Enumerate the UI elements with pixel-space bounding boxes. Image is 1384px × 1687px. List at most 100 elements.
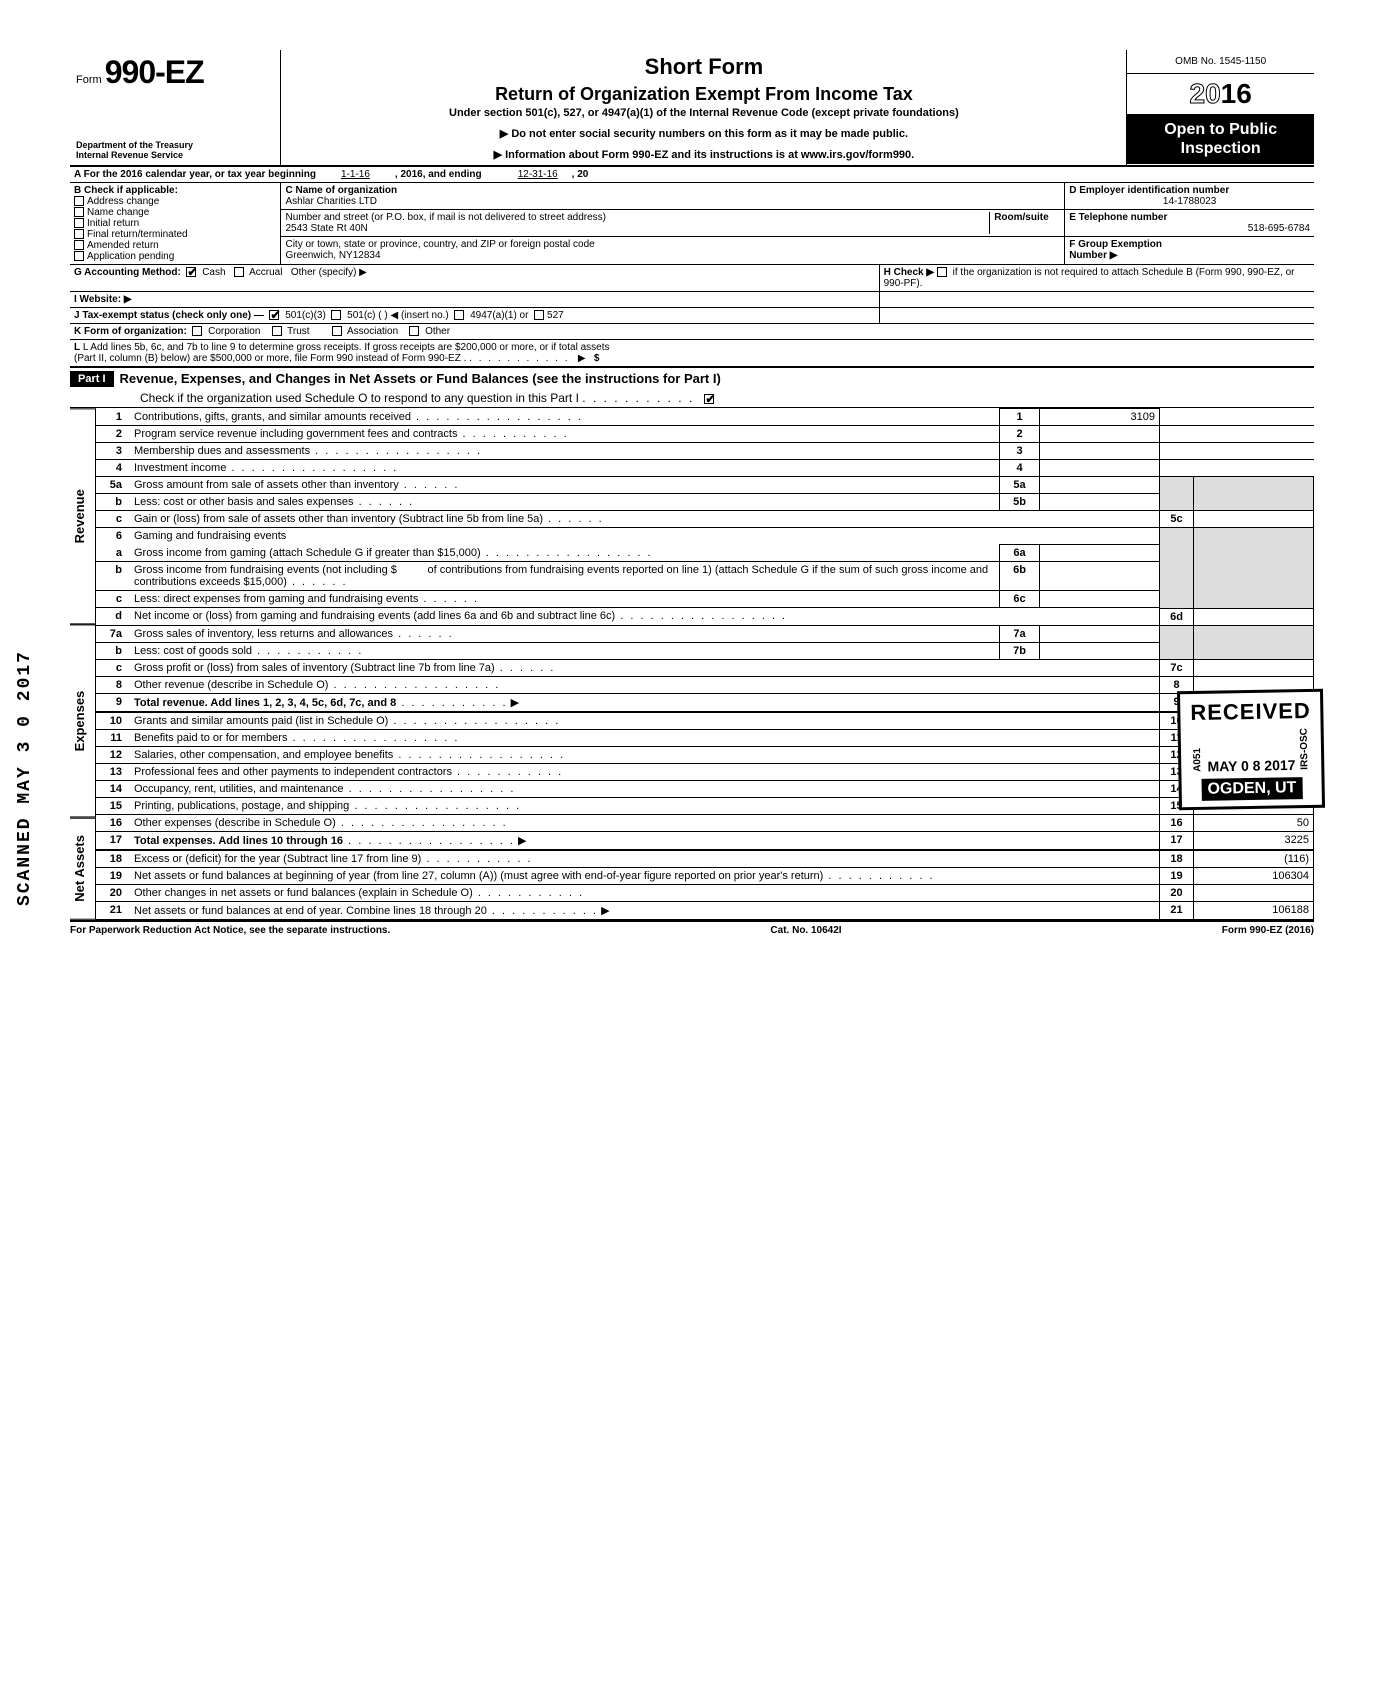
line-4: 4Investment income4 [96, 460, 1314, 477]
chk-501c[interactable] [331, 310, 341, 320]
chk-final[interactable]: Final return/terminated [74, 229, 276, 240]
row-a-tail: , 20 [572, 169, 589, 180]
line-18: 18Excess or (deficit) for the year (Subt… [96, 850, 1314, 868]
row-a-end: 12-31-16 [518, 169, 558, 180]
d-label: D Employer identification number [1069, 185, 1310, 196]
l-text2: (Part II, column (B) below) are $500,000… [74, 353, 466, 364]
line-8: 8Other revenue (describe in Schedule O)8 [96, 676, 1314, 693]
dept-irs: Internal Revenue Service [76, 151, 274, 161]
row-a-label: A For the 2016 calendar year, or tax yea… [74, 169, 316, 180]
lines-grid: Revenue Expenses Net Assets 1Contributio… [70, 408, 1314, 920]
form-prefix: Form [76, 74, 102, 86]
form-header: Form 990-EZ Department of the Treasury I… [70, 50, 1314, 167]
warn-line: ▶ Do not enter social security numbers o… [289, 127, 1118, 140]
row-j: J Tax-exempt status (check only one) — 5… [70, 308, 1314, 324]
line-11: 11Benefits paid to or for members11 [96, 729, 1314, 746]
open-public-badge: Open to Public Inspection [1127, 114, 1314, 164]
line-15: 15Printing, publications, postage, and s… [96, 797, 1314, 814]
row-a: A For the 2016 calendar year, or tax yea… [70, 167, 1314, 183]
chk-cash[interactable] [186, 267, 196, 277]
f-label2: Number ▶ [1069, 250, 1117, 261]
line-5c: cGain or (loss) from sale of assets othe… [96, 511, 1314, 528]
street-value: 2543 State Rt 40N [285, 223, 985, 234]
chk-pending[interactable]: Application pending [74, 251, 276, 262]
line-20: 20Other changes in net assets or fund ba… [96, 884, 1314, 901]
year-bold: 16 [1221, 78, 1252, 109]
chk-accrual[interactable] [234, 267, 244, 277]
city-value: Greenwich, NY12834 [285, 250, 1060, 261]
footer-center: Cat. No. 10642I [770, 925, 841, 936]
chk-name[interactable]: Name change [74, 207, 276, 218]
line-10: 10Grants and similar amounts paid (list … [96, 712, 1314, 730]
chk-4947[interactable] [454, 310, 464, 320]
header-left: Form 990-EZ Department of the Treasury I… [70, 50, 281, 165]
k-label: K Form of organization: [74, 326, 187, 337]
part1-header: Part I Revenue, Expenses, and Changes in… [70, 368, 1314, 408]
line-6: 6Gaming and fundraising events [96, 528, 1314, 545]
header-center: Short Form Return of Organization Exempt… [281, 50, 1127, 165]
line-6c: cLess: direct expenses from gaming and f… [96, 591, 1314, 608]
street-label: Number and street (or P.O. box, if mail … [285, 212, 985, 223]
e-label: E Telephone number [1069, 212, 1310, 223]
line-2: 2Program service revenue including gover… [96, 426, 1314, 443]
lines-table: 1Contributions, gifts, grants, and simil… [96, 408, 1314, 920]
year-outline: 20 [1190, 78, 1221, 110]
f-label: F Group Exemption [1069, 239, 1162, 250]
ein: 14-1788023 [1069, 196, 1310, 207]
title-main: Return of Organization Exempt From Incom… [289, 84, 1118, 105]
part1-check-line: Check if the organization used Schedule … [140, 391, 579, 405]
line-21: 21Net assets or fund balances at end of … [96, 901, 1314, 919]
stamp-date: MAY 0 8 2017 [1207, 757, 1295, 775]
chk-schedule-o[interactable] [704, 394, 714, 404]
col-c: C Name of organization Ashlar Charities … [281, 183, 1065, 264]
part1-label: Part I [70, 371, 114, 387]
chk-501c3[interactable] [269, 310, 279, 320]
omb-number: OMB No. 1545-1150 [1127, 50, 1314, 74]
stamp-received: RECEIVED [1190, 698, 1311, 726]
title-short: Short Form [289, 54, 1118, 80]
chk-527[interactable] [534, 310, 544, 320]
h-label: H Check ▶ [884, 267, 934, 278]
chk-assoc[interactable] [332, 326, 342, 336]
header-right: OMB No. 1545-1150 2016 Open to Public In… [1127, 50, 1314, 165]
footer: For Paperwork Reduction Act Notice, see … [70, 920, 1314, 936]
line-5b: bLess: cost or other basis and sales exp… [96, 494, 1314, 511]
chk-other-org[interactable] [409, 326, 419, 336]
j-label: J Tax-exempt status (check only one) — [74, 310, 264, 321]
c-label: C Name of organization [285, 185, 1060, 196]
footer-right: Form 990-EZ (2016) [1222, 925, 1314, 936]
g-label: G Accounting Method: [74, 267, 181, 278]
tax-year: 2016 [1127, 74, 1314, 114]
chk-h[interactable] [937, 267, 947, 277]
form-990ez: Form 990-EZ Department of the Treasury I… [70, 50, 1314, 936]
section-bcdef: B Check if applicable: Address change Na… [70, 183, 1314, 265]
line-6a: aGross income from gaming (attach Schedu… [96, 545, 1314, 562]
room-label: Room/suite [990, 212, 1060, 234]
phone: 518-695-6784 [1069, 223, 1310, 234]
row-l: L L Add lines 5b, 6c, and 7b to line 9 t… [70, 340, 1314, 368]
info-line: ▶ Information about Form 990-EZ and its … [289, 148, 1118, 161]
row-i: I Website: ▶ [70, 292, 1314, 308]
chk-amended[interactable]: Amended return [74, 240, 276, 251]
line-7c: cGross profit or (loss) from sales of in… [96, 659, 1314, 676]
line-6d: dNet income or (loss) from gaming and fu… [96, 608, 1314, 625]
line-16: 16Other expenses (describe in Schedule O… [96, 814, 1314, 831]
line-12: 12Salaries, other compensation, and empl… [96, 746, 1314, 763]
footer-left: For Paperwork Reduction Act Notice, see … [70, 925, 390, 936]
line-19: 19Net assets or fund balances at beginni… [96, 867, 1314, 884]
received-stamp: RECEIVED A051 MAY 0 8 2017 IRS-OSC OGDEN… [1176, 689, 1325, 810]
chk-address[interactable]: Address change [74, 196, 276, 207]
chk-corp[interactable] [192, 326, 202, 336]
part1-title: Revenue, Expenses, and Changes in Net As… [114, 368, 727, 389]
form-number: 990-EZ [105, 54, 204, 90]
line-14: 14Occupancy, rent, utilities, and mainte… [96, 780, 1314, 797]
org-name: Ashlar Charities LTD [285, 196, 1060, 207]
chk-initial[interactable]: Initial return [74, 218, 276, 229]
line-9: 9Total revenue. Add lines 1, 2, 3, 4, 5c… [96, 693, 1314, 712]
chk-trust[interactable] [272, 326, 282, 336]
col-def: D Employer identification number 14-1788… [1065, 183, 1314, 264]
stamp-side: A051 [1192, 748, 1203, 772]
col-b: B Check if applicable: Address change Na… [70, 183, 281, 264]
row-g: G Accounting Method: Cash Accrual Other … [70, 265, 1314, 292]
side-expenses: Expenses [70, 624, 96, 817]
